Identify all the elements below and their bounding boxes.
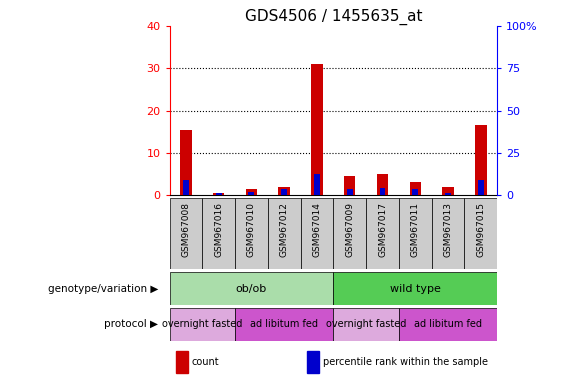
Bar — [333, 272, 497, 305]
Bar — [311, 64, 323, 195]
Bar — [432, 198, 464, 269]
Text: overnight fasted: overnight fasted — [326, 319, 406, 329]
Bar — [442, 187, 454, 195]
Bar — [213, 193, 224, 195]
Bar — [377, 174, 388, 195]
Text: GSM967012: GSM967012 — [280, 202, 289, 257]
Text: overnight fasted: overnight fasted — [162, 319, 242, 329]
Text: ob/ob: ob/ob — [236, 283, 267, 294]
Bar — [475, 125, 486, 195]
Text: GSM967013: GSM967013 — [444, 202, 453, 257]
Bar — [464, 198, 497, 269]
Bar — [183, 180, 189, 195]
Bar — [333, 308, 399, 341]
Text: GSM967016: GSM967016 — [214, 202, 223, 257]
Text: percentile rank within the sample: percentile rank within the sample — [323, 357, 488, 367]
Bar — [478, 180, 484, 195]
Text: GSM967017: GSM967017 — [378, 202, 387, 257]
Bar — [347, 189, 353, 195]
Title: GDS4506 / 1455635_at: GDS4506 / 1455635_at — [245, 8, 422, 25]
Bar — [333, 198, 366, 269]
Bar — [399, 308, 497, 341]
Bar — [176, 351, 188, 373]
Text: GSM967014: GSM967014 — [312, 202, 321, 257]
Bar — [180, 129, 192, 195]
Text: GSM967008: GSM967008 — [181, 202, 190, 257]
Bar — [170, 308, 235, 341]
Bar — [249, 192, 254, 195]
Bar — [235, 198, 268, 269]
Bar — [279, 187, 290, 195]
Bar — [216, 194, 221, 195]
Bar — [380, 188, 385, 195]
Bar — [412, 189, 418, 195]
Text: GSM967015: GSM967015 — [476, 202, 485, 257]
Text: GSM967011: GSM967011 — [411, 202, 420, 257]
Bar — [314, 174, 320, 195]
Bar — [170, 272, 333, 305]
Bar — [246, 189, 257, 195]
Bar — [366, 198, 399, 269]
Bar — [235, 308, 333, 341]
Bar — [268, 198, 301, 269]
Text: GSM967010: GSM967010 — [247, 202, 256, 257]
Bar — [307, 351, 319, 373]
Text: wild type: wild type — [390, 283, 441, 294]
Text: protocol ▶: protocol ▶ — [104, 319, 158, 329]
Bar — [445, 192, 451, 195]
Text: GSM967009: GSM967009 — [345, 202, 354, 257]
Text: count: count — [192, 357, 219, 367]
Bar — [344, 176, 355, 195]
Bar — [170, 198, 202, 269]
Bar — [399, 198, 432, 269]
Text: genotype/variation ▶: genotype/variation ▶ — [48, 283, 158, 294]
Text: ad libitum fed: ad libitum fed — [414, 319, 482, 329]
Bar — [410, 182, 421, 195]
Text: ad libitum fed: ad libitum fed — [250, 319, 318, 329]
Bar — [281, 189, 287, 195]
Bar — [301, 198, 333, 269]
Bar — [202, 198, 235, 269]
